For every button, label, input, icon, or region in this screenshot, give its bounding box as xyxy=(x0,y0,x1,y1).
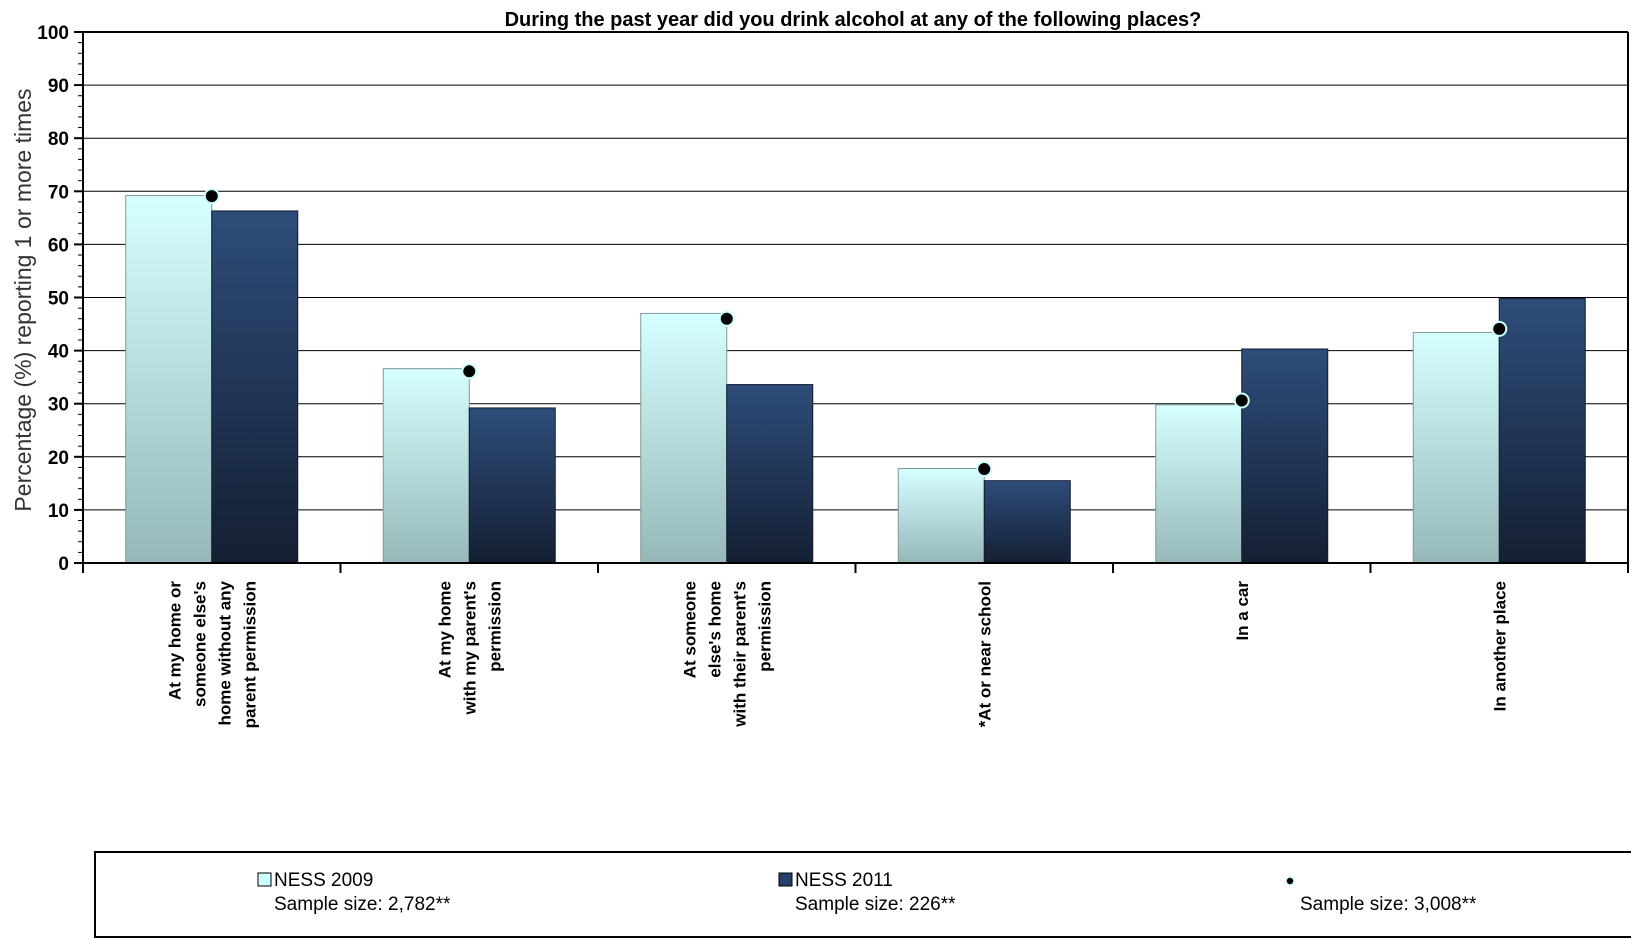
legend-sample-points: Sample size: 3,008** xyxy=(1300,894,1477,915)
legend-item-points: Sample size: 3,008** xyxy=(1285,876,1477,915)
category-label: At my home with my parent's permission xyxy=(435,581,504,715)
legend-swatch-ness-2009 xyxy=(257,872,272,887)
y-tick-label: 80 xyxy=(48,129,69,150)
y-tick-label: 10 xyxy=(48,501,69,522)
legend: NESS 2009 Sample size: 2,782** NESS 2011… xyxy=(94,851,1631,938)
y-axis-label: Percentage (%) reporting 1 or more times xyxy=(10,88,36,511)
legend-label-ness-2011: NESS 2011 xyxy=(795,870,893,891)
bar-ness-2011 xyxy=(1241,348,1329,564)
y-tick-label: 40 xyxy=(48,342,69,363)
bar-ness-2009 xyxy=(382,368,470,564)
legend-sample-ness-2011: Sample size: 226** xyxy=(795,894,956,915)
y-tick-label: 100 xyxy=(37,23,69,44)
bar-ness-2009 xyxy=(897,467,985,564)
bar-ness-2011 xyxy=(211,210,299,564)
points xyxy=(203,188,1508,478)
point-marker xyxy=(718,310,735,327)
category-label: *At or near school xyxy=(975,581,994,727)
point-marker xyxy=(1233,392,1250,409)
y-tick-label: 50 xyxy=(48,289,69,310)
bar-ness-2009 xyxy=(125,195,213,564)
y-tick-label: 90 xyxy=(48,76,69,97)
point-marker xyxy=(461,363,478,380)
y-tick-label: 70 xyxy=(48,182,69,203)
legend-sample-ness-2009: Sample size: 2,782** xyxy=(274,894,451,915)
category-label: In a car xyxy=(1233,581,1252,641)
point-marker xyxy=(1491,320,1508,337)
category-labels: At my home or someone else's home without … xyxy=(165,580,1509,728)
bar-ness-2009 xyxy=(1412,332,1500,564)
y-tick-label: 60 xyxy=(48,235,69,256)
bar-ness-2011 xyxy=(983,480,1071,564)
legend-box xyxy=(94,851,1631,938)
bar-ness-2009 xyxy=(640,312,728,564)
bar-ness-2011 xyxy=(468,407,556,564)
bar-ness-2011 xyxy=(726,384,814,564)
bars xyxy=(125,195,1586,564)
legend-item-ness-2011: NESS 2011 Sample size: 226** xyxy=(778,870,956,915)
category-label: At someone else's home with their parent's… xyxy=(680,581,774,728)
legend-item-ness-2009: NESS 2009 Sample size: 2,782** xyxy=(257,870,451,915)
y-tick-label: 20 xyxy=(48,448,69,469)
point-marker xyxy=(203,188,220,205)
chart-title: During the past year did you drink alcoh… xyxy=(505,9,1202,31)
axes: 0 10 20 30 40 50 60 70 80 90 100 xyxy=(37,23,1629,575)
legend-marker-points xyxy=(1285,876,1295,886)
y-tick-label: 0 xyxy=(58,554,69,575)
category-label: In another place xyxy=(1490,581,1509,711)
y-tick-label: 30 xyxy=(48,395,69,416)
bar-ness-2009 xyxy=(1155,404,1243,564)
category-label: At my home or someone else's home without … xyxy=(165,580,259,728)
legend-swatch-ness-2011 xyxy=(778,872,793,887)
bar-ness-2011 xyxy=(1498,298,1586,564)
gridlines xyxy=(83,84,1628,511)
legend-label-ness-2009: NESS 2009 xyxy=(274,870,373,891)
point-marker xyxy=(976,461,993,478)
